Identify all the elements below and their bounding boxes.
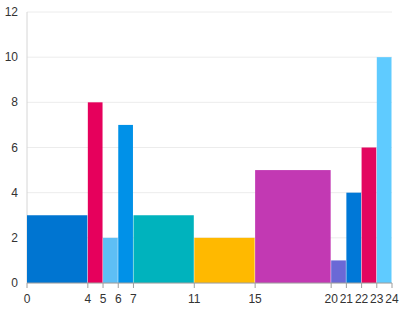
x-tick-label: 24 (385, 292, 399, 306)
x-tick-label: 20 (324, 292, 338, 306)
x-tick (103, 283, 104, 288)
x-tick (376, 283, 377, 288)
x-tick (361, 283, 362, 288)
x-tick (87, 283, 88, 288)
grid-line (27, 147, 392, 148)
y-tick-label: 8 (11, 95, 18, 109)
x-tick (118, 283, 119, 288)
grid-line (27, 192, 392, 193)
bar (255, 170, 331, 283)
bar (362, 148, 377, 284)
bar (377, 57, 392, 283)
x-tick (194, 283, 195, 288)
x-tick-label: 15 (248, 292, 262, 306)
bar (194, 238, 254, 283)
x-tick-label: 6 (115, 292, 122, 306)
chart-container: 0246810120456711152021222324 (0, 0, 404, 311)
x-tick-label: 21 (340, 292, 354, 306)
bar (88, 102, 103, 283)
grid-line (27, 57, 392, 58)
bar (331, 260, 346, 283)
bar (346, 193, 361, 283)
x-tick (392, 283, 393, 288)
x-tick-label: 7 (130, 292, 137, 306)
x-tick (346, 283, 347, 288)
y-tick-label: 12 (5, 5, 19, 19)
grid-line (27, 12, 392, 13)
chart-svg: 0246810120456711152021222324 (0, 0, 404, 311)
grid-line (27, 102, 392, 103)
bar (133, 215, 193, 283)
bar (118, 125, 133, 283)
x-tick-label: 11 (188, 292, 201, 306)
x-tick-label: 23 (370, 292, 384, 306)
y-tick-label: 0 (11, 276, 18, 290)
x-tick (133, 283, 134, 288)
x-tick-label: 5 (100, 292, 107, 306)
x-axis-line (27, 283, 392, 284)
bar (27, 215, 87, 283)
x-tick-label: 4 (84, 292, 91, 306)
bars (27, 57, 392, 283)
y-tick-label: 4 (11, 186, 18, 200)
x-tick (27, 283, 28, 288)
x-tick-label: 22 (355, 292, 369, 306)
x-tick (255, 283, 256, 288)
x-tick-label: 0 (24, 292, 31, 306)
grid-line (27, 283, 392, 284)
x-tick (331, 283, 332, 288)
y-tick-label: 6 (11, 141, 18, 155)
y-tick-label: 2 (11, 231, 18, 245)
bar (103, 238, 118, 283)
y-tick-label: 10 (5, 50, 19, 64)
